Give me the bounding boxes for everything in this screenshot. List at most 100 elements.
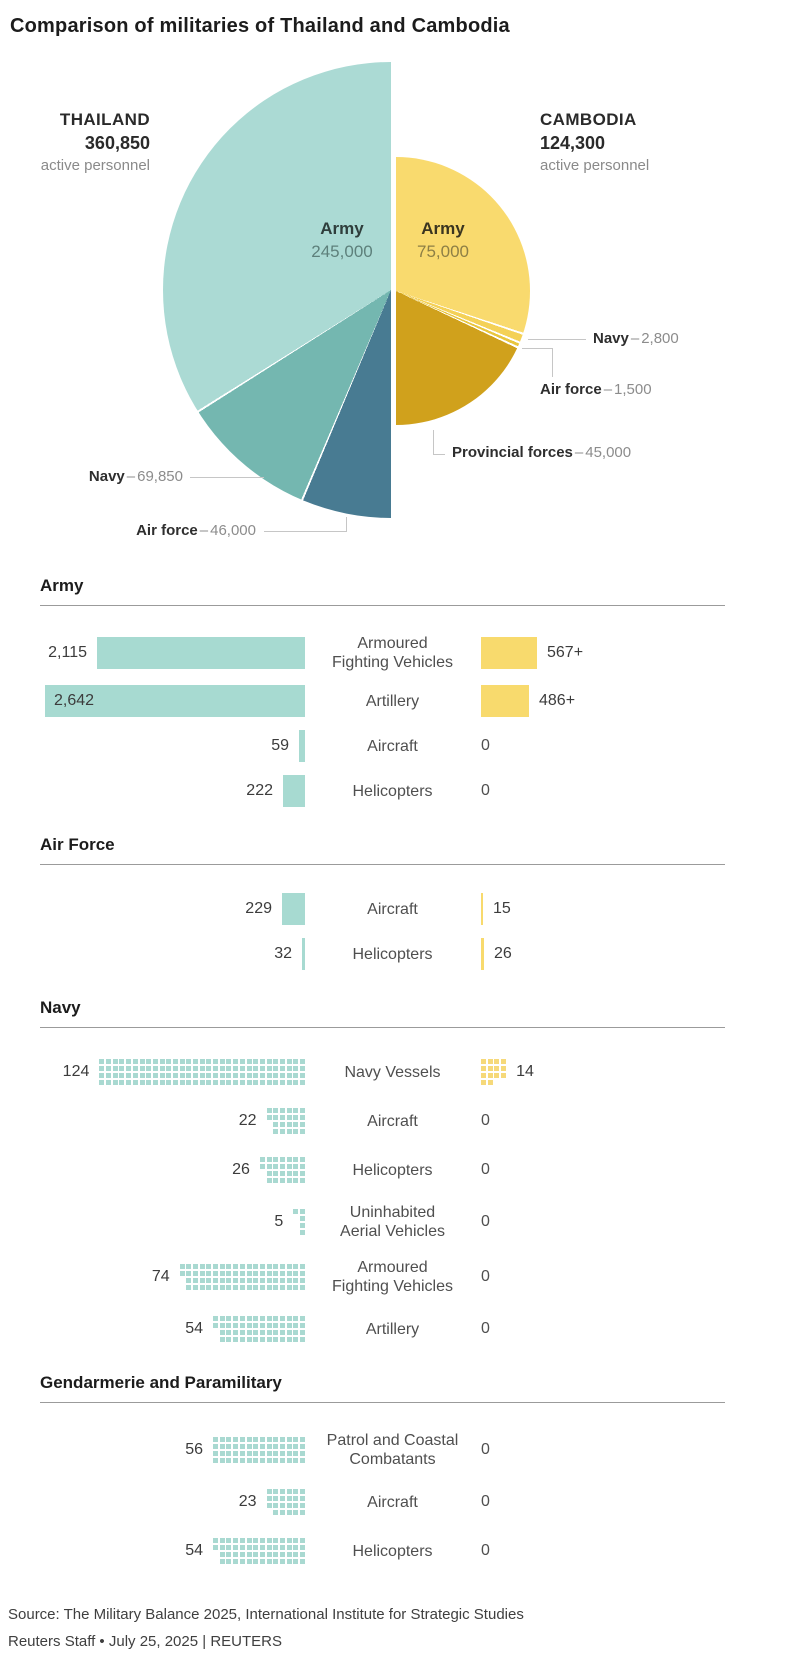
waffle-row	[179, 1264, 305, 1270]
cambodia-cell: 0	[480, 1206, 725, 1238]
waffle-cell	[286, 1437, 292, 1443]
section-rule	[40, 864, 725, 865]
waffle-cell	[106, 1066, 112, 1072]
waffle-row	[213, 1316, 305, 1322]
waffle-cell	[259, 1164, 265, 1170]
waffle-cell	[126, 1059, 132, 1065]
waffle-cell	[266, 1450, 272, 1456]
waffle-cell	[99, 1079, 105, 1085]
pie-chart-stage: Comparison of militaries of Thailand and…	[0, 0, 800, 548]
waffle-cell	[300, 1502, 305, 1508]
waffle-cell	[279, 1177, 285, 1183]
thailand-header: THAILAND 360,850 active personnel	[20, 108, 150, 177]
cambodia-total: 124,300	[540, 133, 606, 153]
cambodia-cell: 567+	[480, 637, 725, 669]
waffle-cell	[246, 1450, 252, 1456]
waffle-cell	[253, 1444, 259, 1450]
thailand-value: 74	[151, 1268, 170, 1285]
waffle-cell	[279, 1157, 285, 1163]
section-rule	[40, 605, 725, 606]
waffle-cell	[233, 1538, 239, 1544]
waffle-cell	[99, 1072, 105, 1078]
thailand-value: 26	[232, 1161, 250, 1178]
waffle-cell	[300, 1059, 305, 1065]
waffle-cell	[273, 1496, 279, 1502]
waffle-cell	[286, 1157, 292, 1163]
waffle-cell	[300, 1072, 305, 1078]
cambodia-value: 15	[493, 900, 511, 917]
waffle-cell	[266, 1157, 272, 1163]
waffle-cell	[219, 1329, 225, 1335]
waffle-cell	[246, 1284, 252, 1290]
waffle-cell	[286, 1277, 292, 1283]
cambodia-cell: 0	[480, 775, 725, 807]
waffle-cell	[286, 1489, 292, 1495]
waffle-cell	[293, 1059, 299, 1065]
waffle-cell	[481, 1066, 486, 1072]
waffle-cell	[266, 1538, 272, 1544]
waffle-cell	[233, 1336, 239, 1342]
waffle-cell	[246, 1271, 252, 1277]
category-label-line: Helicopters	[352, 945, 433, 963]
waffle-cell	[286, 1545, 292, 1551]
waffle-row	[266, 1177, 305, 1183]
th-waffle	[99, 1059, 305, 1085]
thailand-value: 5	[274, 1213, 284, 1230]
thailand-cell: 229	[40, 893, 305, 925]
cambodia-cell: 14	[480, 1056, 725, 1088]
waffle-cell	[159, 1072, 165, 1078]
waffle-cell	[259, 1157, 265, 1163]
waffle-cell	[279, 1170, 285, 1176]
waffle-cell	[219, 1284, 225, 1290]
waffle-cell	[126, 1079, 132, 1085]
waffle-cell	[266, 1284, 272, 1290]
callout-thailand-navy: Navy –69,850	[40, 468, 183, 485]
waffle-cell	[213, 1538, 219, 1544]
waffle-cell	[112, 1059, 118, 1065]
waffle-cell	[266, 1059, 272, 1065]
waffle-row	[273, 1121, 305, 1127]
waffle-cell	[226, 1316, 232, 1322]
waffle-cell	[186, 1079, 192, 1085]
waffle-row	[219, 1558, 305, 1564]
category-label-line: Artillery	[365, 1320, 420, 1338]
waffle-row	[481, 1059, 507, 1065]
waffle-cell	[279, 1545, 285, 1551]
waffle-cell	[266, 1558, 272, 1564]
waffle-cell	[293, 1336, 299, 1342]
waffle-cell	[293, 1509, 299, 1515]
waffle-cell	[239, 1316, 245, 1322]
category-label-line: Aircraft	[367, 1493, 418, 1511]
waffle-cell	[159, 1066, 165, 1072]
comparison-row: 32 Helicopters 26	[40, 938, 725, 970]
cambodia-name: CAMBODIA	[540, 110, 637, 129]
waffle-cell	[293, 1496, 299, 1502]
waffle-cell	[253, 1450, 259, 1456]
waffle-cell	[106, 1079, 112, 1085]
waffle-cell	[266, 1264, 272, 1270]
waffle-cell	[239, 1059, 245, 1065]
th-waffle	[259, 1157, 305, 1183]
waffle-cell	[199, 1271, 205, 1277]
waffle-cell	[239, 1336, 245, 1342]
waffle-cell	[293, 1121, 299, 1127]
waffle-cell	[293, 1264, 299, 1270]
comparison-row: 59 Aircraft 0	[40, 730, 725, 762]
waffle-cell	[279, 1329, 285, 1335]
source-line: Source: The Military Balance 2025, Inter…	[8, 1606, 524, 1623]
cambodia-cell: 0	[480, 1434, 725, 1466]
waffle-cell	[219, 1437, 225, 1443]
waffle-cell	[106, 1059, 112, 1065]
waffle-cell	[300, 1271, 305, 1277]
cambodia-cell: 0	[480, 1313, 725, 1345]
thailand-cell: 222	[40, 775, 305, 807]
waffle-cell	[286, 1502, 292, 1508]
waffle-cell	[286, 1108, 292, 1114]
th-waffle	[293, 1209, 305, 1235]
waffle-cell	[186, 1264, 192, 1270]
callout-line	[264, 531, 346, 532]
waffle-cell	[146, 1066, 152, 1072]
waffle-cell	[279, 1072, 285, 1078]
cambodia-value: 567+	[547, 644, 584, 661]
waffle-cell	[293, 1450, 299, 1456]
